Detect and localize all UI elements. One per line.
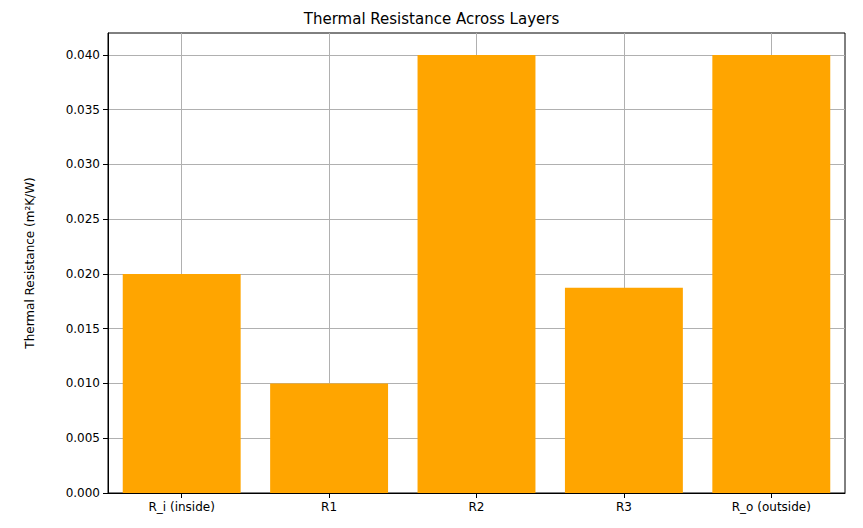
svg-text:R3: R3 — [616, 500, 632, 514]
svg-text:0.005: 0.005 — [66, 431, 100, 445]
svg-text:0.010: 0.010 — [66, 376, 100, 390]
svg-text:R_o (outside): R_o (outside) — [732, 500, 811, 514]
svg-text:0.025: 0.025 — [66, 212, 100, 226]
svg-text:0.015: 0.015 — [66, 322, 100, 336]
svg-text:0.030: 0.030 — [66, 157, 100, 171]
svg-text:R2: R2 — [469, 500, 485, 514]
svg-text:0.040: 0.040 — [66, 48, 100, 62]
svg-text:0.035: 0.035 — [66, 103, 100, 117]
svg-text:R1: R1 — [321, 500, 337, 514]
svg-text:Thermal Resistance Across Laye: Thermal Resistance Across Layers — [303, 10, 560, 28]
svg-text:0.000: 0.000 — [66, 486, 100, 500]
svg-text:R_i (inside): R_i (inside) — [149, 500, 215, 514]
svg-text:0.020: 0.020 — [66, 267, 100, 281]
svg-text:Thermal Resistance (m²K/W): Thermal Resistance (m²K/W) — [23, 177, 37, 349]
